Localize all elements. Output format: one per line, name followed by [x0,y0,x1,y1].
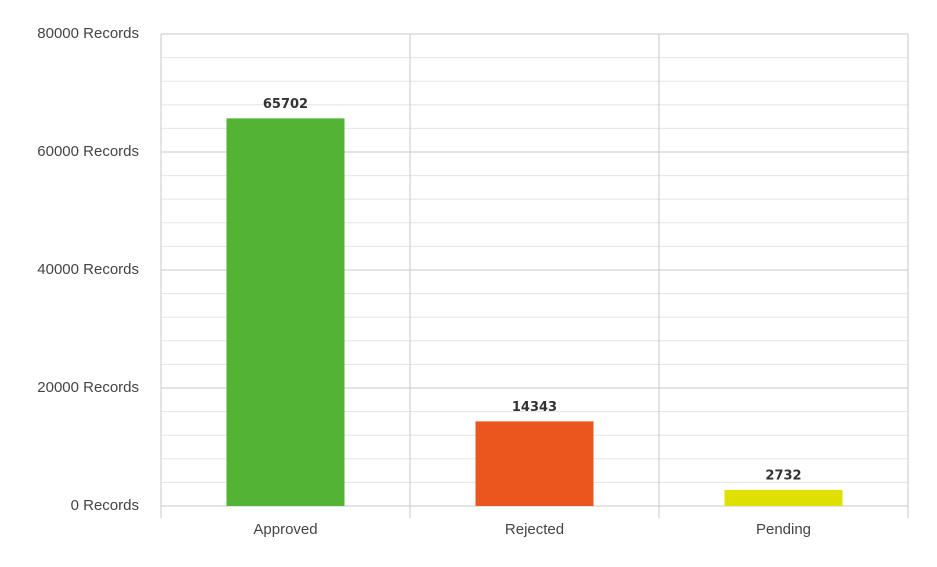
bar [226,118,345,506]
x-tick-label: Pending [756,521,811,538]
value-label: 2732 [765,468,801,483]
bar [475,421,594,506]
y-tick-label: 20000 Records [37,379,139,396]
value-label: 65702 [263,97,308,112]
y-tick-label: 60000 Records [37,143,139,160]
x-tick-label: Approved [253,521,317,538]
bar [724,489,843,506]
y-tick-label: 80000 Records [37,25,139,42]
y-tick-label: 0 Records [71,497,139,514]
y-tick-label: 40000 Records [37,261,139,278]
x-tick-label: Rejected [505,521,564,538]
value-label: 14343 [512,400,557,415]
